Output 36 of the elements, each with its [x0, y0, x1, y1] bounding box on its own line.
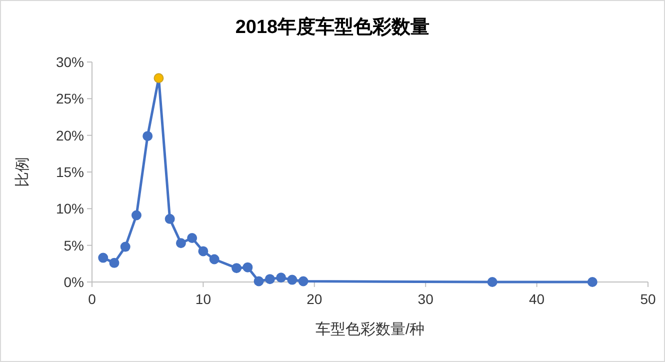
point [187, 233, 198, 243]
point [164, 214, 175, 224]
point [287, 274, 298, 285]
y-tick-label: 30% [56, 54, 84, 70]
y-tick-label: 20% [56, 127, 84, 144]
point [131, 210, 142, 220]
point [154, 73, 164, 84]
point [264, 274, 275, 284]
point [209, 254, 220, 264]
point [487, 277, 498, 287]
point [232, 263, 242, 274]
point [120, 242, 130, 252]
point [198, 246, 208, 256]
point [98, 252, 108, 263]
point [142, 131, 153, 142]
x-tick-label: 30 [418, 291, 434, 307]
x-tick-label: 20 [306, 291, 322, 307]
y-tick-label: 5% [64, 237, 84, 254]
x-tick-label: 0 [88, 291, 96, 307]
x-tick-label: 10 [195, 291, 212, 307]
y-tick-label: 0% [64, 274, 84, 290]
chart-title: 2018年度车型色彩数量 [235, 16, 430, 38]
x-axis-title: 车型色彩数量/种 [315, 321, 425, 338]
point [109, 258, 120, 268]
point [276, 272, 286, 283]
point [176, 238, 186, 248]
y-tick-label: 25% [56, 90, 84, 107]
y-tick-label: 15% [56, 164, 84, 180]
point [298, 276, 308, 286]
x-tick-label: 50 [640, 291, 656, 307]
x-tick-label: 40 [529, 291, 545, 307]
point [254, 276, 264, 286]
y-tick-label: 10% [56, 200, 84, 217]
point [587, 277, 598, 287]
y-axis-title: 比例 [14, 157, 31, 187]
point [242, 262, 253, 272]
